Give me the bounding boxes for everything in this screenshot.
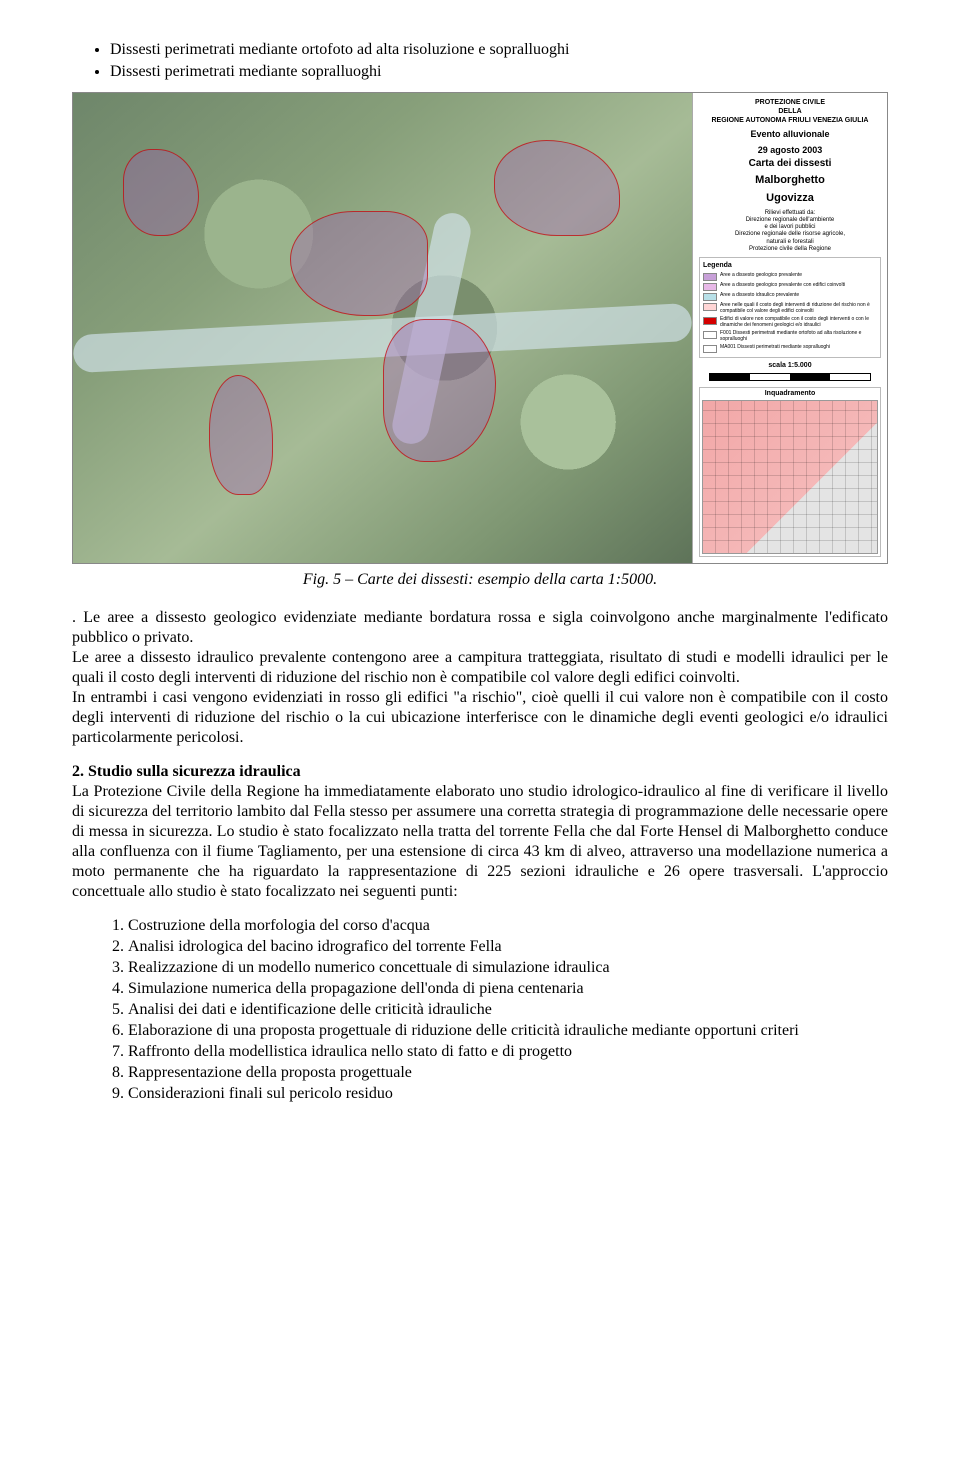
numbered-list: Costruzione della morfologia del corso d… <box>72 916 888 1104</box>
legend-swatch <box>703 293 717 301</box>
legend-carta: Carta dei dissesti <box>699 158 881 171</box>
scale-bar <box>709 373 871 381</box>
point-9: Considerazioni finali sul pericolo resid… <box>128 1084 888 1104</box>
point-6: Elaborazione di una proposta progettuale… <box>128 1021 888 1041</box>
section-2-wrapper: 2. Studio sulla sicurezza idraulica La P… <box>72 762 888 902</box>
legend-item: Aree nelle quali il costo degli interven… <box>703 302 877 315</box>
legend-swatch <box>703 317 717 325</box>
legend-swatch <box>703 273 717 281</box>
legend-text: Aree a dissesto geologico prevalente <box>720 272 802 279</box>
legend-swatch <box>703 303 717 311</box>
legend-box: Legenda Aree a dissesto geologico preval… <box>699 257 881 358</box>
scale-label: scala 1:5.000 <box>699 362 881 371</box>
point-1: Costruzione della morfologia del corso d… <box>128 916 888 936</box>
legend-item: Edifici di valore non compatibile con il… <box>703 316 877 329</box>
point-8: Rappresentazione della proposta progettu… <box>128 1063 888 1083</box>
point-4: Simulazione numerica della propagazione … <box>128 979 888 999</box>
legend-place-2: Ugovizza <box>699 192 881 206</box>
legend-title: Legenda <box>703 261 877 270</box>
legend-event-1: Evento alluvionale <box>699 129 881 140</box>
legend-swatch <box>703 283 717 291</box>
section-2-body: La Protezione Civile della Regione ha im… <box>72 782 888 902</box>
legend-text: Aree nelle quali il costo degli interven… <box>720 302 877 315</box>
legend-header-2: DELLA <box>699 108 881 117</box>
point-7: Raffronto della modellistica idraulica n… <box>128 1042 888 1062</box>
map-legend-panel: PROTEZIONE CIVILE DELLA REGIONE AUTONOMA… <box>692 93 887 563</box>
legend-text: Edifici di valore non compatibile con il… <box>720 316 877 329</box>
legend-item: MA001 Dissesti perimetrati mediante sopr… <box>703 344 877 353</box>
bullet-2: Dissesti perimetrati mediante sopralluog… <box>110 62 888 82</box>
legend-text: Aree a dissesto geologico prevalente con… <box>720 282 845 289</box>
legend-header-1: PROTEZIONE CIVILE <box>699 99 881 108</box>
legend-item: Aree a dissesto idraulico prevalente <box>703 292 877 301</box>
legend-item: Aree a dissesto geologico prevalente <box>703 272 877 281</box>
legend-place-1: Malborghetto <box>699 174 881 188</box>
legend-text: MA001 Dissesti perimetrati mediante sopr… <box>720 344 830 351</box>
point-3: Realizzazione di un modello numerico con… <box>128 958 888 978</box>
legend-rilievi: Rilievi effettuati da: Direzione regiona… <box>699 210 881 253</box>
paragraph-1: . Le aree a dissesto geologico evidenzia… <box>72 608 888 748</box>
legend-item: F001 Dissesti perimetrati mediante ortof… <box>703 330 877 343</box>
legend-event-2: 29 agosto 2003 <box>699 145 881 156</box>
inset-map <box>702 400 878 554</box>
legend-header-3: REGIONE AUTONOMA FRIULI VENEZIA GIULIA <box>699 117 881 126</box>
figure-caption: Fig. 5 – Carte dei dissesti: esempio del… <box>72 570 888 590</box>
legend-text: F001 Dissesti perimetrati mediante ortof… <box>720 330 877 343</box>
legend-swatch <box>703 345 717 353</box>
legend-text: Aree a dissesto idraulico prevalente <box>720 292 799 299</box>
point-2: Analisi idrologica del bacino idrografic… <box>128 937 888 957</box>
legend-item: Aree a dissesto geologico prevalente con… <box>703 282 877 291</box>
inset-frame: Inquadramento <box>699 387 881 557</box>
point-5: Analisi dei dati e identificazione delle… <box>128 1000 888 1020</box>
map-figure: PROTEZIONE CIVILE DELLA REGIONE AUTONOMA… <box>72 92 888 564</box>
bullet-1: Dissesti perimetrati mediante ortofoto a… <box>110 40 888 60</box>
map-aerial <box>73 93 692 563</box>
top-bullet-list: Dissesti perimetrati mediante ortofoto a… <box>72 40 888 82</box>
inset-title: Inquadramento <box>702 390 878 399</box>
legend-swatch <box>703 331 717 339</box>
section-2-heading: 2. Studio sulla sicurezza idraulica <box>72 762 888 782</box>
